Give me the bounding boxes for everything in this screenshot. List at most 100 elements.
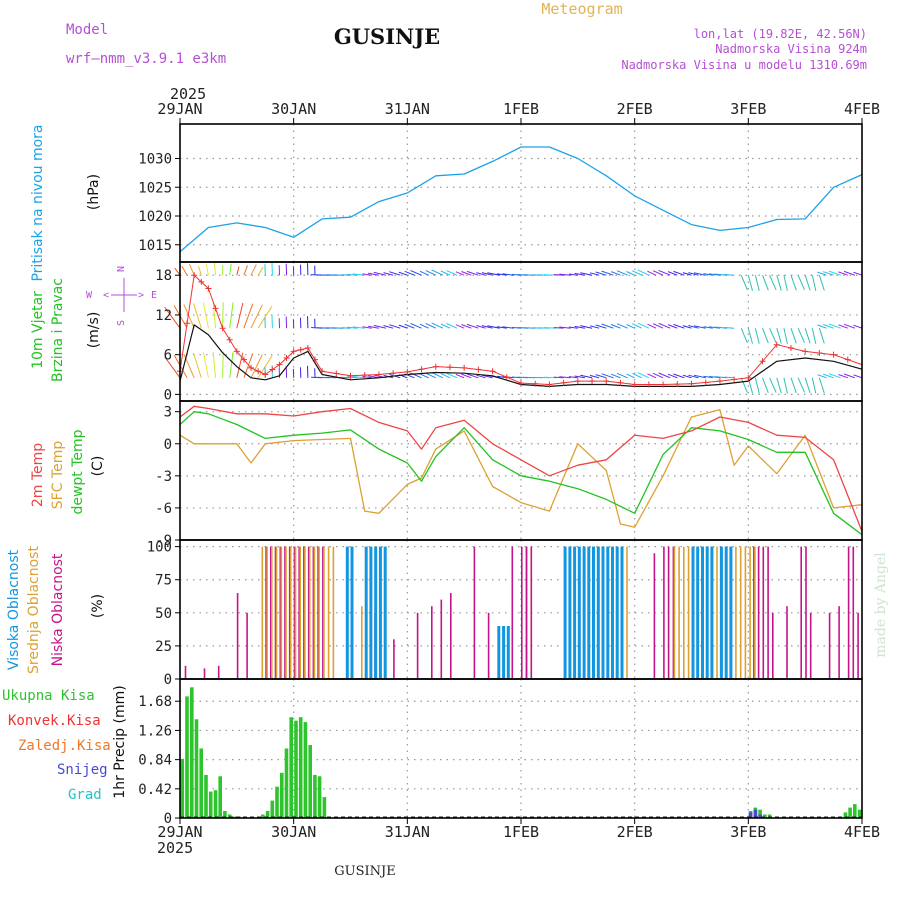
mid-cloud-bar [626, 546, 628, 679]
low-cloud-bar [530, 546, 533, 679]
low-cloud-bar [857, 612, 859, 679]
mid-cloud-bar [304, 546, 306, 679]
wind-barb [776, 377, 782, 394]
sfc-temp-label: SFC Temp [50, 441, 66, 510]
wind-gust-marker [390, 370, 397, 377]
wind-barb [164, 356, 181, 379]
model-altitude-label: Nadmorska Visina u modelu 1310.69m [621, 58, 867, 72]
wind-barb [368, 325, 379, 329]
low-cloud-bar [246, 612, 248, 679]
low-cloud-bar [667, 546, 670, 679]
y-tick-label-precip: 0 [164, 811, 172, 827]
wind-barb [574, 325, 585, 329]
low-cloud-bar [828, 612, 831, 679]
low-cloud-bar [487, 612, 490, 679]
wind-barb [754, 328, 760, 344]
wind-barb [693, 374, 706, 379]
wind-barb [446, 372, 458, 379]
low-cloud-bar [322, 546, 324, 679]
precip-bar [294, 720, 298, 818]
precip-bar [763, 814, 767, 818]
wind-barb [188, 264, 195, 276]
wind-gust-marker [446, 364, 453, 371]
wind-barb [769, 327, 777, 344]
wind-barb [243, 265, 248, 276]
meteogram-label: Meteogram [541, 0, 622, 18]
wind-barb [589, 374, 600, 379]
wind-barb [580, 374, 593, 379]
wind-barb [440, 323, 451, 329]
wind-barb [747, 275, 753, 291]
precip-bar [190, 687, 194, 818]
wind-gust-line [179, 274, 863, 385]
credit: made by Angel [873, 552, 889, 658]
wind-barb [817, 324, 827, 329]
pressure-title: Pritisak na nivou mora [30, 124, 46, 281]
wind-barb [347, 273, 358, 276]
wind-title-line2: Brzina i Pravac [50, 278, 66, 382]
precip-snow-label: Snijeg [57, 762, 108, 778]
wind-barb [236, 352, 244, 378]
wind-gust-marker [240, 356, 247, 363]
wind-barb [740, 328, 748, 344]
precip-bar [218, 776, 222, 818]
x-tick-label-bottom: 29JAN [157, 823, 202, 841]
low-cloud-bar [767, 546, 769, 679]
high-cloud-bar [577, 546, 581, 679]
wind-barb [250, 304, 263, 329]
wind-barb [461, 271, 472, 276]
high-cloud-bar [701, 546, 704, 679]
wind-barb [783, 328, 788, 344]
precip-frz-label: Zaledj.Kisa [18, 738, 111, 754]
wind-barb [673, 373, 685, 379]
x-tick-label-bottom: 30JAN [271, 823, 316, 841]
wind-title-line1: 10m Vjetar [30, 291, 46, 369]
wind-barb [222, 351, 224, 378]
high-cloud-bar [719, 546, 723, 679]
mid-cloud-bar [318, 546, 320, 679]
wind-barb [362, 375, 372, 379]
high-cloud-bar [364, 546, 368, 679]
precip-bar [317, 776, 322, 818]
wind-barb [481, 272, 493, 276]
wind-barb [724, 327, 735, 329]
high-cloud-bar [497, 626, 501, 679]
mid-cloud-bar [673, 546, 676, 679]
wind-barb [213, 262, 216, 276]
precip-bar [185, 696, 189, 818]
precip-bar [843, 812, 848, 818]
wind-barb [817, 374, 827, 379]
low-cloud-label: Niska Oblacnost [50, 553, 66, 666]
low-cloud-bar [416, 612, 419, 679]
wind-barb [425, 372, 437, 379]
high-cloud-bar [383, 546, 387, 679]
wind-barb [682, 272, 692, 276]
wind-barb [446, 270, 458, 276]
wind-barb [222, 302, 224, 329]
wind-barb [754, 377, 760, 394]
wind-barb [481, 325, 493, 329]
precip-bar [298, 717, 303, 818]
wind-barb [183, 304, 195, 329]
compass-n: N [116, 266, 127, 272]
high-cloud-bar [378, 546, 382, 679]
wind-barb [212, 351, 216, 378]
low-cloud-bar [317, 546, 319, 679]
wind-barb [811, 328, 817, 344]
wind-barb [616, 270, 628, 276]
wind-barb [250, 354, 263, 379]
wind-barb [616, 323, 628, 329]
high-cloud-bar [587, 546, 591, 679]
high-cloud-bar [345, 546, 349, 679]
wind-barb [740, 377, 748, 393]
precip-bar [322, 797, 327, 818]
wind-barb [461, 324, 472, 329]
wind-barb [568, 273, 578, 276]
wind-gust-marker [702, 379, 709, 386]
wind-gust-marker [361, 372, 368, 379]
low-cloud-bar [521, 546, 523, 679]
wind-barb [667, 373, 678, 379]
wind-barb [626, 271, 635, 276]
wind-barb [610, 324, 621, 329]
snow-bar [758, 814, 762, 818]
